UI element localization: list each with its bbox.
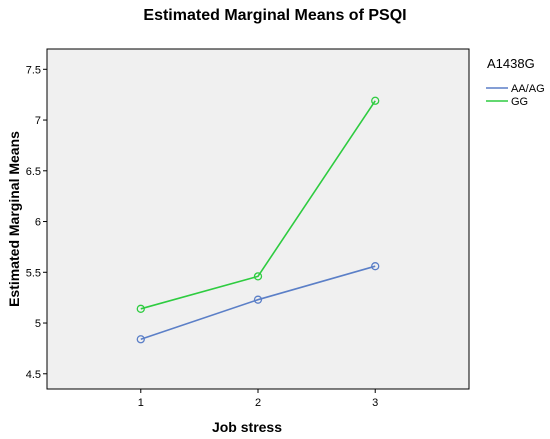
- y-axis-ticks: 4.5 5 5.5 6 6.5 7 7.5: [26, 64, 47, 381]
- data-point: [371, 96, 380, 105]
- y-tick-label: 5: [35, 318, 41, 330]
- chart-title: Estimated Marginal Means of PSQI: [143, 7, 406, 24]
- y-tick-label: 5.5: [26, 267, 41, 279]
- series-line-gg: [140, 100, 376, 310]
- y-tick-label: 7.5: [26, 64, 41, 76]
- plot-area: [46, 48, 470, 390]
- x-tick-label: 2: [255, 397, 261, 409]
- y-tick-label: 4.5: [26, 369, 41, 381]
- y-tick-label: 7: [35, 115, 41, 127]
- data-point: [136, 335, 145, 344]
- y-axis-label: Estimated Marginal Means: [6, 131, 22, 307]
- x-tick-label: 1: [138, 397, 144, 409]
- legend-label: GG: [511, 96, 528, 108]
- x-axis-label: Job stress: [212, 419, 282, 435]
- x-axis-ticks: 1 2 3: [138, 389, 378, 409]
- series-layer: [136, 96, 380, 344]
- data-point: [253, 295, 263, 304]
- x-tick-label: 3: [372, 397, 378, 409]
- y-tick-label: 6: [35, 217, 41, 229]
- legend-label: AA/AG: [511, 83, 545, 95]
- y-tick-label: 6.5: [26, 166, 41, 178]
- series-line-aa-ag: [140, 265, 376, 341]
- legend-title: A1438G: [487, 56, 535, 71]
- data-point: [371, 262, 380, 271]
- data-point: [136, 304, 145, 313]
- data-point: [253, 272, 263, 281]
